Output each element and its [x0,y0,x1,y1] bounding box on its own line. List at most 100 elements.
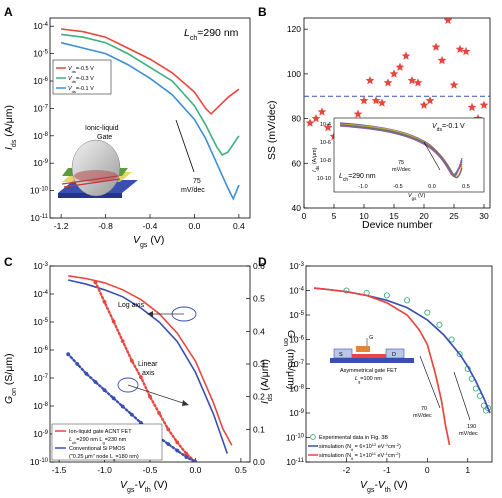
log-axis-label: Log axis [118,302,145,309]
panel-c-x-ticks: -1.5 -1.0 -0.5 0.0 0.5 [52,458,247,475]
panel-b-y-tick-label: 40 [292,203,302,213]
panel-c-x-tick-label: -0.5 [143,465,158,475]
panel-b-data-point [317,107,327,116]
linear-axis-label-line2: axis [142,370,155,377]
panel-b-data-point [413,78,423,87]
panel-a-series-line-1 [61,28,240,116]
panel-b-data-point [359,96,369,105]
panel-b-inset-x-label: Vgs (V) [408,193,425,201]
panel-c-legend-si: Conventional Si PMOS [69,446,126,452]
panel-b-inset-x-tick: 0.5 [462,184,470,190]
panel-a: A -1.2 -0.8 -0.4 0.0 0.4 10-1110-1010-910-81… [3,5,251,249]
panel-b-x-label: Device number [362,219,433,231]
slope-190-value: 190 [467,424,476,430]
panel-b-x-tick-label: 25 [449,211,459,221]
panel-a-y-tick-label: 10-11 [30,213,48,223]
panel-b: B 0 5 10 15 20 25 30 40 60 80 100 120 -1.0 -0.5 0.… [258,5,491,231]
panel-d-y-tick-label: 10-10 [286,433,305,443]
panel-c-y-ticks-right: 0.0 0.1 0.2 0.3 0.4 0.5 0.6 [246,261,265,467]
panel-b-y-label: SS (mV/dec) [266,100,278,160]
panel-c-x-tick-label: 0.5 [235,465,247,475]
panel-d-simulation-line-2 [314,287,451,446]
panel-a-x-tick-label: -0.8 [98,221,113,231]
panel-d-legend-sim1: simulation (Nit = 6×1012 eV-1cm-2) [319,442,401,452]
panel-c-letter: C [4,255,13,269]
panel-c-legend-box [51,423,163,461]
panel-c-y-tick-label-left: 10-4 [33,289,48,299]
panel-a-slope-value: 75 [193,178,201,185]
panel-b-data-point [461,46,471,56]
panel-d-experimental-point [404,297,411,304]
panel-c-log-line-0 [68,275,233,446]
panel-a-y-tick-label: 10-6 [33,76,48,86]
panel-b-inset-slope-value: 75 [398,160,404,166]
panel-b-frame [303,17,491,209]
panel-d-experimental-point [383,292,390,299]
panel-c-x-tick-label: -1.5 [52,465,67,475]
panel-c-y-tick-label-right: 0.6 [253,261,265,271]
inset-gate-label-line2: Gate [97,134,112,141]
panel-b-inset-slope-line [423,141,441,171]
panel-a-y-tick-label: 10-5 [33,49,48,59]
panel-c-y-tick-label-right: 0.1 [253,424,265,434]
panel-b-data-point [311,113,321,123]
panel-d-y-tick-label: 10-5 [289,310,304,320]
panel-a-x-tick-label: -1.2 [54,221,69,231]
panel-b-x-tick-label: 15 [389,211,399,221]
inset-gate-label: G [369,335,373,341]
panel-d-x-tick-label: 0 [425,465,430,475]
panel-c-y-tick-label-left: 10-7 [33,373,48,383]
slope-70-line [419,355,441,409]
panel-b-data-point [455,44,465,54]
panel-a-legend-entry: Vds=-0.1 V [68,86,94,94]
panel-b-data-point [467,102,477,112]
panel-d-experimental-point [448,336,455,343]
ionic-gate-device-illustration [58,139,138,198]
panel-d-legend-exp: Experimental data in Fig. 3B [319,435,388,441]
panel-a-slope-unit: mV/dec [181,187,205,194]
panel-d-y-tick-label: 10-11 [286,457,304,467]
panel-d-y-tick-label: 10-6 [289,335,304,345]
panel-a-y-ticks: 10-11 10-10 10-9 10-8 10-7 10-6 10-5 10-4 [30,21,54,223]
slope-190-unit: mV/dec [459,431,478,437]
panel-b-data-point [353,109,363,118]
panel-c-legend: Ion-liquid gate ACNT FET Lch=290 nm Lg=2… [51,423,163,462]
panel-a-y-tick-label: 10-7 [33,103,48,113]
panel-b-x-tick-label: 10 [359,211,369,221]
panel-c-y-tick-label-left: 10-8 [33,401,48,411]
panel-b-inset-frame [333,117,485,193]
panel-d-x-tick-label: 1 [465,465,470,475]
panel-d-y-label: Ids (A/μm) [259,359,274,404]
panel-d-y-ticks: 10-11 10-10 10-9 10-8 10-7 10-6 10-5 10-4 10-3 [286,261,310,467]
panel-c-y-ticks-left: 10-10 10-9 10-8 10-7 10-6 10-5 10-4 10-3 [30,261,54,467]
panel-c-y-label-right: Gon (mS/μm) [283,330,298,389]
linear-axis-circle [117,377,139,393]
panel-d-y-tick-label: 10-7 [289,359,304,369]
panel-b-x-tick-label: 0 [302,211,307,221]
panel-c-y-tick-label-right: 0.0 [253,457,265,467]
panel-b-inset-y-label: Ids (A/μm) [312,147,320,172]
panel-d-x-ticks: -2 -1 0 1 [343,458,470,475]
panel-b-inset-x-tick: -1.0 [358,184,367,190]
panel-b-x-tick-label: 5 [332,211,337,221]
panel-b-inset-x-tick: -0.5 [393,184,402,190]
inset-device-title: Asymmetrical gate FET [340,368,398,374]
panel-b-inset-y-ticks: 10-4 10-6 10-8 10-10 [317,122,331,182]
inset-source-label: S [339,352,343,358]
panel-c-y-tick-label-right: 0.4 [253,326,265,336]
panel-a-x-tick-label: 0.4 [233,221,245,231]
panel-b-data-point [401,51,411,60]
panel-b-y-tick-label: 80 [292,114,302,124]
panel-d-experimental-point [343,287,350,294]
panel-b-data-point [383,78,393,87]
panel-b-data-point [365,75,375,85]
panel-b-inset-y-tick: 10-8 [320,158,331,164]
panel-d-experimental-point [484,405,492,412]
panel-b-data-point [419,100,429,109]
panel-a-letter: A [4,5,13,19]
inset-gate-label-line1: Ionic-liquid [85,125,119,132]
panel-b-data-point [377,98,387,107]
inset-gate-length: Lg=100 nm [355,376,382,384]
panel-d: D -2 -1 0 1 10-1110-1010-910-810-710-610-51… [258,255,493,494]
panel-c-y-tick-label-left: 10-6 [33,345,48,355]
